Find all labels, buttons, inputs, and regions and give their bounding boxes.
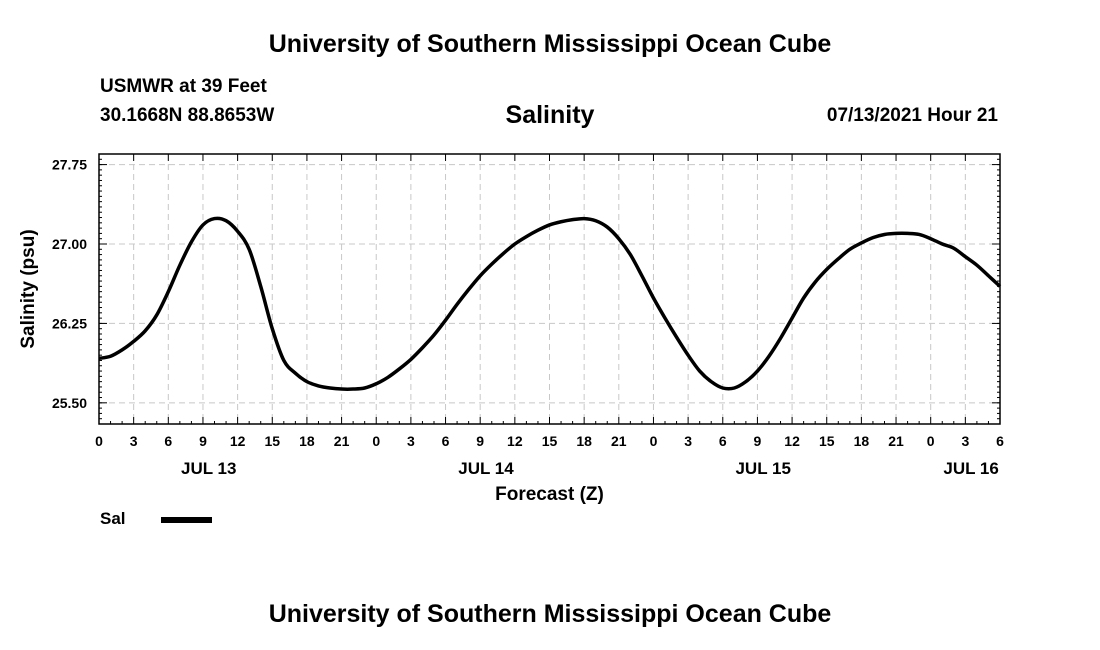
x-tick-label: 21 xyxy=(888,433,904,449)
y-tick-label: 27.00 xyxy=(52,236,87,252)
x-tick-label: 15 xyxy=(264,433,280,449)
x-tick-label: 0 xyxy=(650,433,658,449)
legend-label: Sal xyxy=(100,509,126,528)
y-tick-label: 27.75 xyxy=(52,157,87,173)
x-tick-label: 3 xyxy=(684,433,692,449)
x-tick-label: 21 xyxy=(611,433,627,449)
x-tick-label: 3 xyxy=(961,433,969,449)
x-tick-label: 12 xyxy=(784,433,800,449)
page-title-bottom: University of Southern Mississippi Ocean… xyxy=(268,600,832,628)
x-tick-label: 18 xyxy=(576,433,592,449)
legend-line-swatch xyxy=(161,517,212,523)
page-title-top: University of Southern Mississippi Ocean… xyxy=(268,30,832,58)
plot-frame xyxy=(98,153,1001,425)
station-name: USMWR at 39 Feet xyxy=(100,76,267,97)
y-tick-label: 26.25 xyxy=(52,315,87,331)
station-coordinates: 30.1668N 88.8653W xyxy=(100,105,275,126)
y-axis-label: Salinity (psu) xyxy=(18,229,39,348)
x-date-label: JUL 14 xyxy=(458,459,514,478)
x-date-label: JUL 15 xyxy=(735,459,790,478)
x-date-label: JUL 13 xyxy=(181,459,236,478)
x-tick-label: 6 xyxy=(442,433,450,449)
x-tick-label: 6 xyxy=(719,433,727,449)
x-tick-label: 3 xyxy=(407,433,415,449)
x-tick-label: 15 xyxy=(542,433,558,449)
chart-title: Salinity xyxy=(505,101,595,129)
x-tick-label: 21 xyxy=(334,433,350,449)
x-axis-label: Forecast (Z) xyxy=(495,484,604,505)
x-tick-label: 12 xyxy=(230,433,246,449)
x-tick-label: 9 xyxy=(199,433,207,449)
x-date-label: JUL 16 xyxy=(943,459,998,478)
x-tick-label: 0 xyxy=(927,433,935,449)
forecast-datetime: 07/13/2021 Hour 21 xyxy=(826,105,998,126)
x-tick-label: 18 xyxy=(299,433,315,449)
x-tick-label: 9 xyxy=(754,433,762,449)
x-tick-label: 0 xyxy=(95,433,103,449)
series-line-sal xyxy=(98,216,1002,391)
y-tick-label: 25.50 xyxy=(52,395,87,411)
x-tick-label: 9 xyxy=(476,433,484,449)
x-tick-label: 18 xyxy=(854,433,870,449)
x-tick-label: 3 xyxy=(130,433,138,449)
x-tick-label: 6 xyxy=(164,433,172,449)
x-tick-label: 12 xyxy=(507,433,523,449)
x-tick-label: 0 xyxy=(372,433,380,449)
x-tick-label: 6 xyxy=(996,433,1004,449)
x-tick-label: 15 xyxy=(819,433,835,449)
